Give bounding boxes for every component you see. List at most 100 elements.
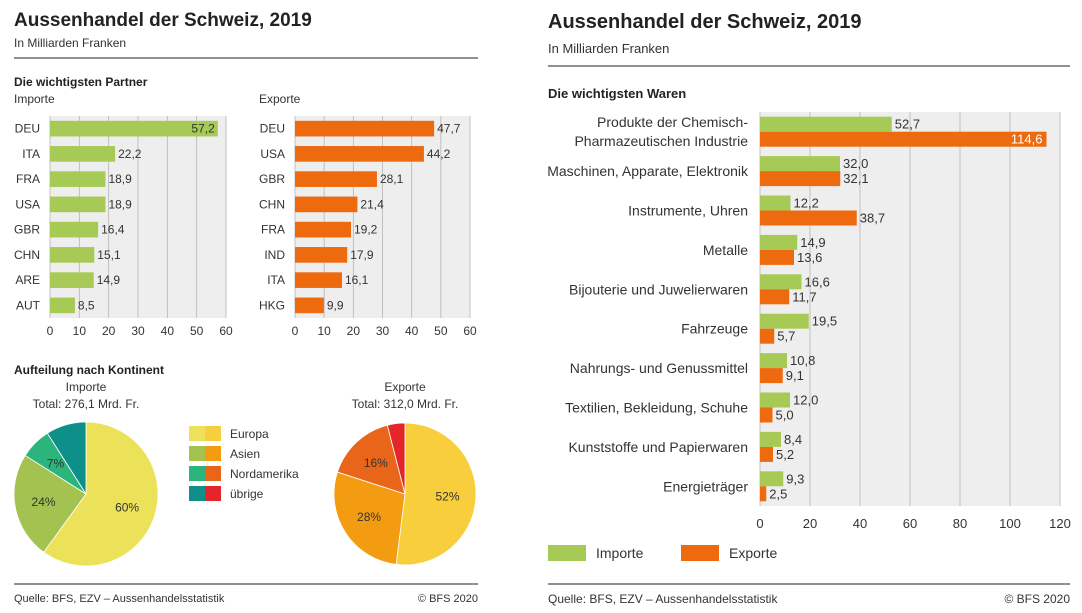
goods-category-label: Produkte der Chemisch-	[597, 114, 748, 130]
goods-tick-label: 100	[999, 516, 1021, 531]
continent_exports-slice	[336, 424, 406, 495]
goods-bar-export	[760, 249, 794, 265]
left-title: Aussenhandel der Schweiz, 2019	[14, 10, 312, 31]
partners_exports-chart: Exporte 0 10 20 30 40 50 60 DEU 47,7 USA 44,2 GBR 28,…	[259, 92, 477, 338]
continent_imports-slice-label: 7%	[47, 456, 65, 470]
goods-bar-import	[760, 234, 798, 250]
goods-bar-export	[760, 171, 841, 187]
partners-heading: Die wichtigsten Partner	[14, 75, 148, 89]
partners_exports-category-label: CHN	[259, 197, 285, 211]
partners_exports-category-label: FRA	[261, 223, 285, 237]
continent_exports-slice-label: 52%	[436, 490, 460, 504]
charts-layer: Importe 0 10 20 30 40 50 60 DEU 57,2 ITA 22,2 FRA 18,…	[13, 92, 1071, 567]
legend-label: Nordamerika	[230, 467, 299, 481]
goods-bar-import	[760, 353, 787, 369]
partners_imports-category-label: USA	[15, 197, 40, 211]
goods-value-label: 12,0	[793, 393, 818, 408]
partners_imports-value-label: 15,1	[97, 248, 121, 262]
partners_exports-category-label: GBR	[259, 172, 285, 186]
partners_imports-tick-label: 30	[131, 324, 145, 338]
partners_imports-value-label: 22,2	[118, 147, 142, 161]
goods-value-label: 8,4	[784, 432, 802, 447]
continent_imports-subtitle: Total: 276,1 Mrd. Fr.	[33, 397, 140, 411]
partners_imports-category-label: GBR	[14, 223, 40, 237]
goods-value-label: 5,2	[776, 447, 794, 462]
goods-value-label: 13,6	[797, 250, 822, 265]
legend-swatch-import	[189, 486, 205, 501]
legend-label: Asien	[230, 447, 260, 461]
partners_exports-value-label: 9,9	[327, 298, 344, 312]
legend-swatch-import	[189, 466, 205, 481]
partners_imports-bar	[50, 272, 94, 288]
partners_imports-value-label: 18,9	[108, 172, 132, 186]
goods-bar-import	[760, 116, 892, 132]
goods-bar-export	[760, 289, 790, 305]
continent_imports-title: Importe	[66, 380, 107, 394]
goods-bar-export	[760, 210, 857, 226]
partners_imports-bar	[50, 247, 95, 263]
goods-value-label: 114,6	[1011, 132, 1043, 147]
left-copyright: © BFS 2020	[418, 593, 478, 605]
goods-value-label: 14,9	[800, 235, 825, 250]
goods-legend-swatch	[548, 545, 586, 561]
partners_imports-chart: Importe 0 10 20 30 40 50 60 DEU 57,2 ITA 22,2 FRA 18,…	[14, 92, 233, 338]
goods-tick-label: 80	[953, 516, 967, 531]
legend-swatch-export	[205, 426, 221, 441]
partners_imports-tick-label: 60	[219, 324, 233, 338]
partners_exports-tick-label: 10	[317, 324, 331, 338]
goods-bar-import	[760, 274, 802, 290]
partners_exports-value-label: 28,1	[380, 172, 404, 186]
partners_imports-bar	[50, 297, 75, 314]
goods-tick-label: 120	[1049, 516, 1071, 531]
goods-bar-import	[760, 471, 784, 487]
goods-category-label: Bijouterie und Juwelierwaren	[569, 281, 748, 297]
continent_exports-subtitle: Total: 312,0 Mrd. Fr.	[352, 397, 459, 411]
goods-value-label: 32,1	[843, 171, 868, 186]
partners_imports-tick-label: 10	[73, 324, 87, 338]
partners_imports-value-label: 8,5	[78, 298, 95, 312]
continent_imports-pie: Importe Total: 276,1 Mrd. Fr. 60% 24% 7%	[13, 380, 159, 567]
partners_exports-tick-label: 0	[292, 324, 299, 338]
partners_exports-bar	[295, 297, 324, 314]
partners_exports-category-label: USA	[260, 147, 285, 161]
continent-heading: Aufteilung nach Kontinent	[14, 363, 164, 377]
partners_imports-bar	[50, 221, 99, 238]
partners_exports-value-label: 47,7	[437, 122, 461, 136]
goods-value-label: 9,3	[786, 471, 804, 486]
right-copyright: © BFS 2020	[1004, 592, 1070, 606]
goods-value-label: 52,7	[895, 117, 920, 132]
continent_imports-slice	[43, 421, 159, 567]
right-source: Quelle: BFS, EZV – Aussenhandelsstatisti…	[548, 592, 778, 606]
partners_exports-tick-label: 20	[347, 324, 361, 338]
goods-chart: 0 20 40 60 80 100 120 52,7 114,6 Produkte der Che…	[547, 112, 1071, 561]
goods-value-label: 11,7	[792, 289, 816, 304]
partners_exports-category-label: IND	[264, 248, 285, 262]
goods-value-label: 19,5	[812, 314, 837, 329]
partners_exports-value-label: 17,9	[350, 248, 374, 262]
partners_exports-bar	[295, 247, 348, 263]
continent_imports-slice	[13, 454, 87, 553]
right-subtitle: In Milliarden Franken	[548, 41, 669, 56]
goods-value-label: 12,2	[794, 196, 819, 211]
partners_exports-value-label: 16,1	[345, 273, 369, 287]
right-title: Aussenhandel der Schweiz, 2019	[548, 11, 861, 33]
goods-bar-export	[760, 446, 773, 462]
continent_exports-slice-label: 28%	[357, 510, 381, 524]
partners_exports-value-label: 44,2	[427, 147, 451, 161]
partners_imports-category-label: ARE	[15, 273, 40, 287]
goods-value-label: 10,8	[790, 353, 815, 368]
legend-swatch-export	[205, 466, 221, 481]
left-source: Quelle: BFS, EZV – Aussenhandelsstatisti…	[14, 593, 225, 605]
legend-label: übrige	[230, 487, 264, 501]
goods-category-label: Textilien, Bekleidung, Schuhe	[565, 400, 748, 416]
goods-value-label: 5,0	[776, 408, 794, 423]
left-subtitle: In Milliarden Franken	[14, 36, 126, 50]
continent-legend: Europa Asien Nordamerika übrige	[189, 426, 299, 501]
continent_exports-slice	[386, 422, 406, 495]
goods-value-label: 38,7	[860, 211, 885, 226]
partners_exports-bar	[295, 221, 351, 238]
goods-category-label: Fahrzeuge	[681, 321, 748, 337]
goods-tick-label: 0	[756, 516, 763, 531]
continent_imports-slice-label: 60%	[115, 500, 139, 514]
